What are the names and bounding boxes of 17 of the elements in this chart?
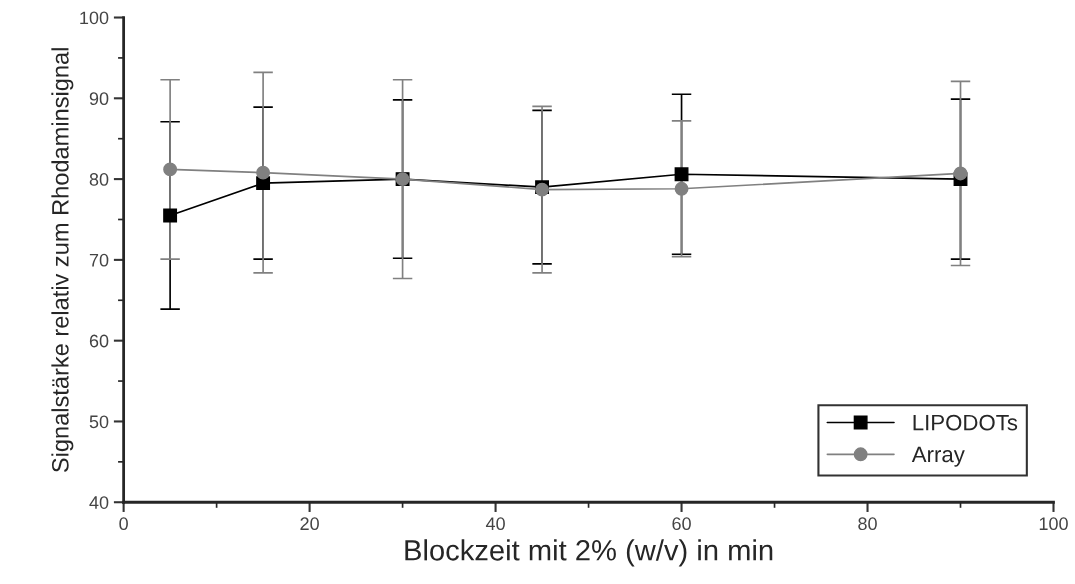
x-tick-label: 40 [485, 517, 505, 531]
y-tick-label: 80 [89, 173, 109, 186]
x-tick-label: 20 [300, 517, 319, 531]
y-axis-title: Signalstärke relativ zum Rhodaminsignal [51, 48, 74, 473]
x-tick-label: 80 [858, 517, 877, 531]
x-tick-label: 100 [1039, 517, 1068, 531]
y-tick-label: 70 [89, 253, 109, 267]
y-tick-label: 60 [89, 334, 109, 348]
y-tick-label: 90 [89, 92, 109, 106]
legend-label: LIPODOTs [913, 414, 1018, 431]
y-tick-label: 100 [80, 11, 109, 25]
x-tick-label: 60 [672, 517, 691, 531]
y-tick-label: 40 [89, 496, 109, 509]
x-axis-title: Blockzeit mit 2% (w/v) in min [405, 539, 773, 567]
legend-label: Array [911, 446, 965, 467]
x-tick-label: 0 [119, 517, 128, 531]
y-tick-label: 50 [89, 415, 109, 429]
